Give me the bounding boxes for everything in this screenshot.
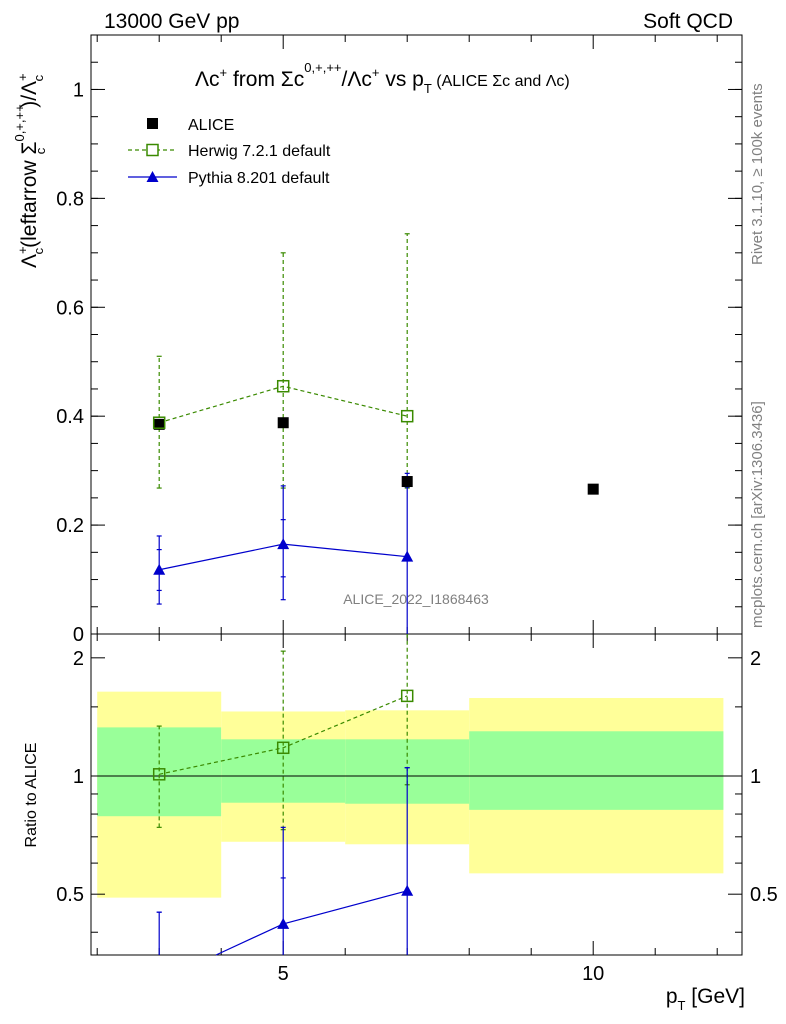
herwig-point [400,409,414,423]
ylabel-part: Λ [18,254,41,268]
main-y-tick-label: 0.8 [56,188,84,210]
ratio-uncertainty-bands [97,691,724,898]
legend-herwig-label: Herwig 7.2.1 default [188,143,331,160]
alice-point [277,417,289,429]
title-part: (ALICE Σc and Λc) [432,73,570,90]
ratio-pythia-line [215,890,408,956]
main-y-tick-label: 1 [73,79,84,101]
ratio-herwig-point [152,768,166,781]
ratio-y-tick-label: 1 [73,766,84,788]
category-label: Soft QCD [643,10,733,33]
legend-pythia-marker [146,171,159,182]
title-sup: + [372,65,380,80]
legend-alice-marker [147,118,158,129]
title-part: vs p [379,68,423,91]
ylabel-part: )/Λ [18,81,41,108]
alice-point [401,476,413,488]
ylabel-sup: + [15,73,30,81]
ylabel-part: (leftarrow Σ [18,142,41,248]
y-axis-label: Λ+c(leftarrow Σ0,+,++c)/Λ+c [12,73,48,268]
ratio-herwig-point [276,741,290,755]
ratio-herwig-line [159,695,408,775]
main-panel-series [152,233,599,634]
title-part: Λc [195,68,220,91]
plot-title: Λc+ from Σc0,+,++/Λc+ vs pT (ALICE Σc an… [195,60,570,96]
ylabel-sub: c [31,74,46,81]
x-axis-label: pT [GeV] [666,985,745,1013]
ratio-pythia-point [401,884,414,896]
ratio-pythia-point [277,917,290,929]
main-y-tick-label: 0.6 [56,297,84,319]
legend: ALICE Herwig 7.2.1 default Pythia 8.201 … [128,117,331,187]
legend-herwig-marker [146,143,159,157]
title-sub: T [424,81,432,96]
herwig-point [276,379,290,393]
main-y-tick-label: 0.2 [56,515,84,537]
alice-point [153,418,165,430]
legend-alice-label: ALICE [188,117,234,134]
ratio-frame [90,633,743,956]
title-part: from Σc [227,68,304,91]
rivet-label: Rivet 3.1.10, ≥ 100k events [749,83,766,265]
energy-label: 13000 GeV pp [104,10,239,33]
pythia-point [277,538,290,550]
xlabel-sub: T [678,998,686,1013]
herwig-point [152,416,166,429]
analysis-watermark: ALICE_2022_I1868463 [343,591,489,607]
ratio-y-tick-label-right: 1 [750,766,761,788]
xlabel-part: [GeV] [685,985,745,1008]
ylabel-sub: c [31,247,46,254]
title-sup: + [220,65,228,80]
x-tick-label: 5 [278,963,289,985]
xlabel-part: p [666,985,678,1008]
ylabel-sup: + [15,246,30,254]
ratio-band-inner [469,731,724,810]
pythia-point [153,563,166,575]
main-y-tick-label: 0 [73,624,84,646]
ylabel-sub: c [33,147,48,154]
ylabel-sup: 0,+,++ [12,104,27,141]
title-part: /Λc [342,68,372,91]
main-y-tick-label: 0.4 [56,406,84,428]
mcplots-label: mcplots.cern.ch [arXiv:1306.3436] [749,401,766,628]
ratio-y-tick-label-right: 0.5 [750,884,778,906]
x-tick-label: 10 [582,963,604,985]
ratio-y-label: Ratio to ALICE [23,743,40,848]
ratio-panel-series [152,634,414,956]
ratio-herwig-point [400,689,414,703]
pythia-point [401,550,414,562]
ratio-y-tick-label: 0.5 [56,884,84,906]
alice-point [587,483,599,495]
title-sup: 0,+,++ [304,60,341,75]
legend-pythia-label: Pythia 8.201 default [188,170,330,187]
ratio-y-tick-label: 2 [73,648,84,670]
ratio-y-tick-label-right: 2 [750,648,761,670]
